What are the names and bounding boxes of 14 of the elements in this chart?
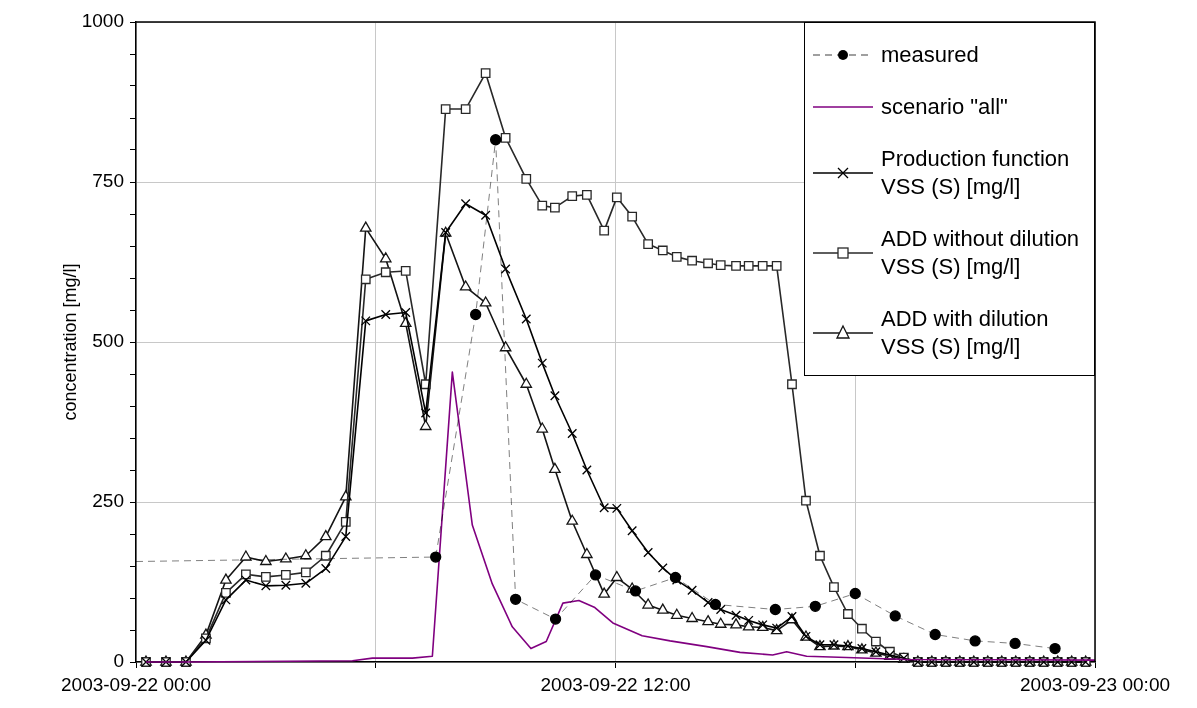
x-tick-label: 2003-09-22 00:00 bbox=[60, 673, 212, 695]
y-axis-title: concentration [mg/l] bbox=[59, 263, 80, 421]
legend-label: Production function VSS (S) [mg/l] bbox=[881, 145, 1071, 201]
y-tick-label: 500 bbox=[92, 330, 124, 352]
legend-label: ADD without dilution VSS (S) [mg/l] bbox=[881, 225, 1081, 281]
legend-label: measured bbox=[881, 41, 979, 69]
y-tick-label: 1000 bbox=[81, 10, 124, 32]
y-tick-label: 250 bbox=[92, 490, 124, 512]
x-tick-label: 2003-09-22 12:00 bbox=[540, 673, 691, 695]
y-tick-label: 750 bbox=[92, 170, 124, 192]
x-tick-label: 2003-09-23 00:00 bbox=[1019, 673, 1171, 695]
legend-label: ADD with dilution VSS (S) [mg/l] bbox=[881, 305, 1050, 361]
legend-label: scenario "all" bbox=[881, 93, 1008, 121]
y-tick-label: 0 bbox=[113, 650, 124, 672]
